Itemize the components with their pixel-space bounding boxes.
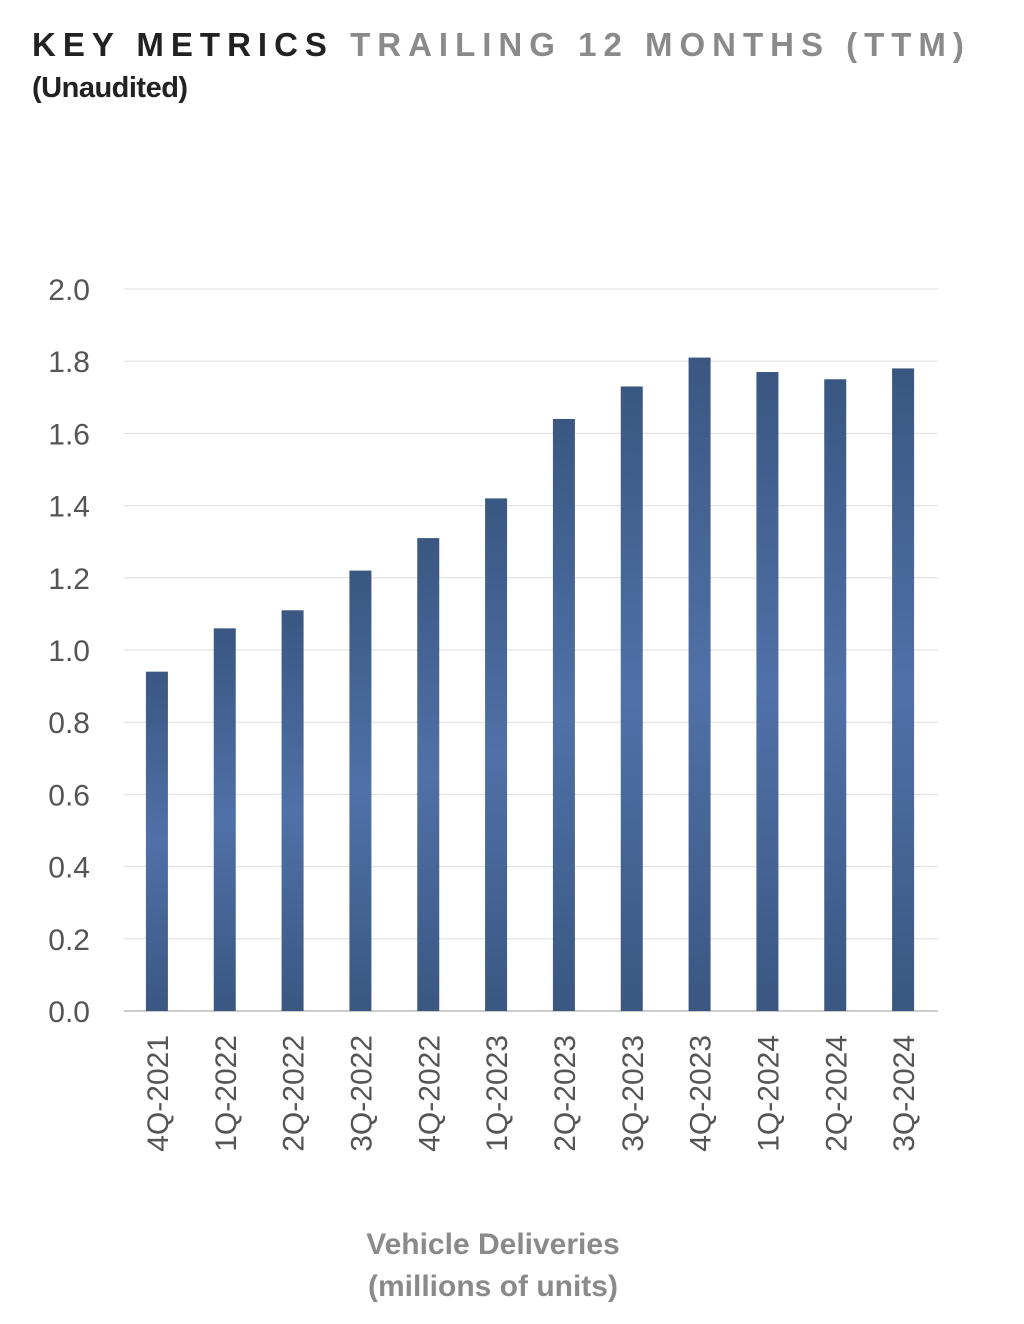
x-tick-label: 1Q-2022 (210, 1035, 243, 1152)
page-title: KEY METRICS TRAILING 12 MONTHS (TTM) (32, 26, 971, 64)
y-tick-label: 1.6 (48, 418, 90, 451)
bar-2Q-2023 (552, 418, 575, 1012)
bar-4Q-2021 (145, 671, 168, 1011)
x-tick-label: 3Q-2024 (888, 1035, 921, 1152)
x-tick-label: 2Q-2023 (549, 1035, 582, 1152)
chart-title: Vehicle Deliveries (366, 1228, 620, 1261)
x-tick-label: 1Q-2024 (752, 1035, 785, 1152)
y-tick-label: 0.4 (48, 852, 90, 885)
bar-2Q-2022 (281, 610, 304, 1011)
chart-subtitle: (millions of units) (368, 1270, 618, 1303)
y-tick-label: 1.8 (48, 346, 90, 379)
chart-caption: Vehicle Deliveries (millions of units) (293, 1224, 693, 1308)
y-tick-label: 1.4 (48, 491, 90, 524)
x-tick-label: 4Q-2023 (685, 1035, 718, 1152)
y-tick-label: 1.0 (48, 635, 90, 668)
bar-4Q-2022 (417, 538, 440, 1011)
bar-3Q-2023 (620, 386, 643, 1012)
x-tick-label: 4Q-2021 (142, 1035, 175, 1152)
subtitle: (Unaudited) (32, 72, 188, 104)
bar-3Q-2022 (349, 570, 372, 1011)
y-tick-label: 0.8 (48, 707, 90, 740)
y-tick-label: 2.0 (48, 274, 90, 307)
bar-3Q-2024 (892, 368, 915, 1011)
bar-2Q-2024 (824, 379, 847, 1011)
x-tick-label: 2Q-2024 (820, 1035, 853, 1152)
bar-1Q-2023 (485, 498, 508, 1011)
y-tick-label: 0.0 (48, 996, 90, 1029)
x-tick-label: 4Q-2022 (413, 1035, 446, 1152)
title-main: KEY METRICS (32, 26, 334, 63)
title-secondary: TRAILING 12 MONTHS (TTM) (350, 26, 971, 63)
x-tick-label: 3Q-2023 (617, 1035, 650, 1152)
x-tick-label: 1Q-2023 (481, 1035, 514, 1152)
x-tick-label: 2Q-2022 (278, 1035, 311, 1152)
y-tick-label: 1.2 (48, 563, 90, 596)
x-tick-label: 3Q-2022 (345, 1035, 378, 1152)
y-tick-label: 0.2 (48, 924, 90, 957)
bar-1Q-2022 (213, 628, 236, 1011)
bar-1Q-2024 (756, 372, 779, 1011)
y-tick-label: 0.6 (48, 779, 90, 812)
bar-4Q-2023 (688, 357, 711, 1012)
